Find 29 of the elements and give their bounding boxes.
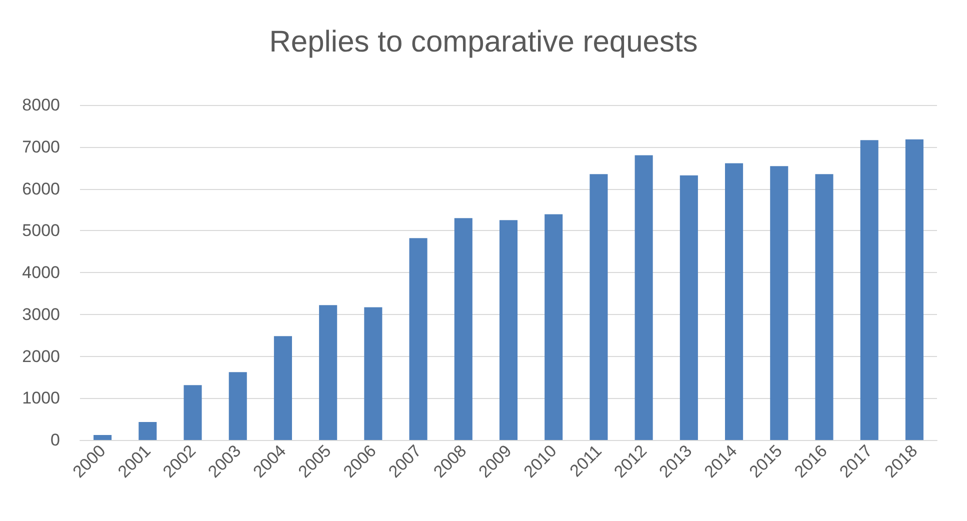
y-tick-label: 1000 — [22, 388, 60, 408]
bar — [364, 307, 382, 440]
bar — [274, 336, 292, 440]
bar — [680, 175, 698, 440]
bar — [815, 174, 834, 440]
bar — [544, 214, 563, 440]
chart-title: Replies to comparative requests — [269, 26, 698, 58]
y-tick-label: 4000 — [22, 263, 60, 282]
bar — [499, 220, 518, 440]
bar — [409, 238, 428, 440]
y-tick-label: 3000 — [22, 304, 60, 324]
y-tick-label: 5000 — [22, 221, 60, 240]
y-tick-label: 0 — [50, 430, 60, 450]
bar — [860, 140, 878, 440]
bar — [905, 139, 924, 440]
bar — [634, 155, 653, 440]
bar — [228, 372, 247, 440]
bar — [770, 166, 788, 440]
bar — [319, 305, 338, 440]
bar — [725, 163, 744, 440]
y-tick-label: 2000 — [22, 346, 60, 366]
y-tick-label: 6000 — [22, 179, 60, 198]
bar — [184, 385, 202, 440]
bar — [94, 434, 112, 440]
y-tick-label: 8000 — [22, 96, 60, 114]
y-tick-label: 7000 — [22, 137, 60, 156]
bar — [454, 218, 472, 440]
bar — [138, 422, 157, 440]
bar — [590, 174, 608, 440]
